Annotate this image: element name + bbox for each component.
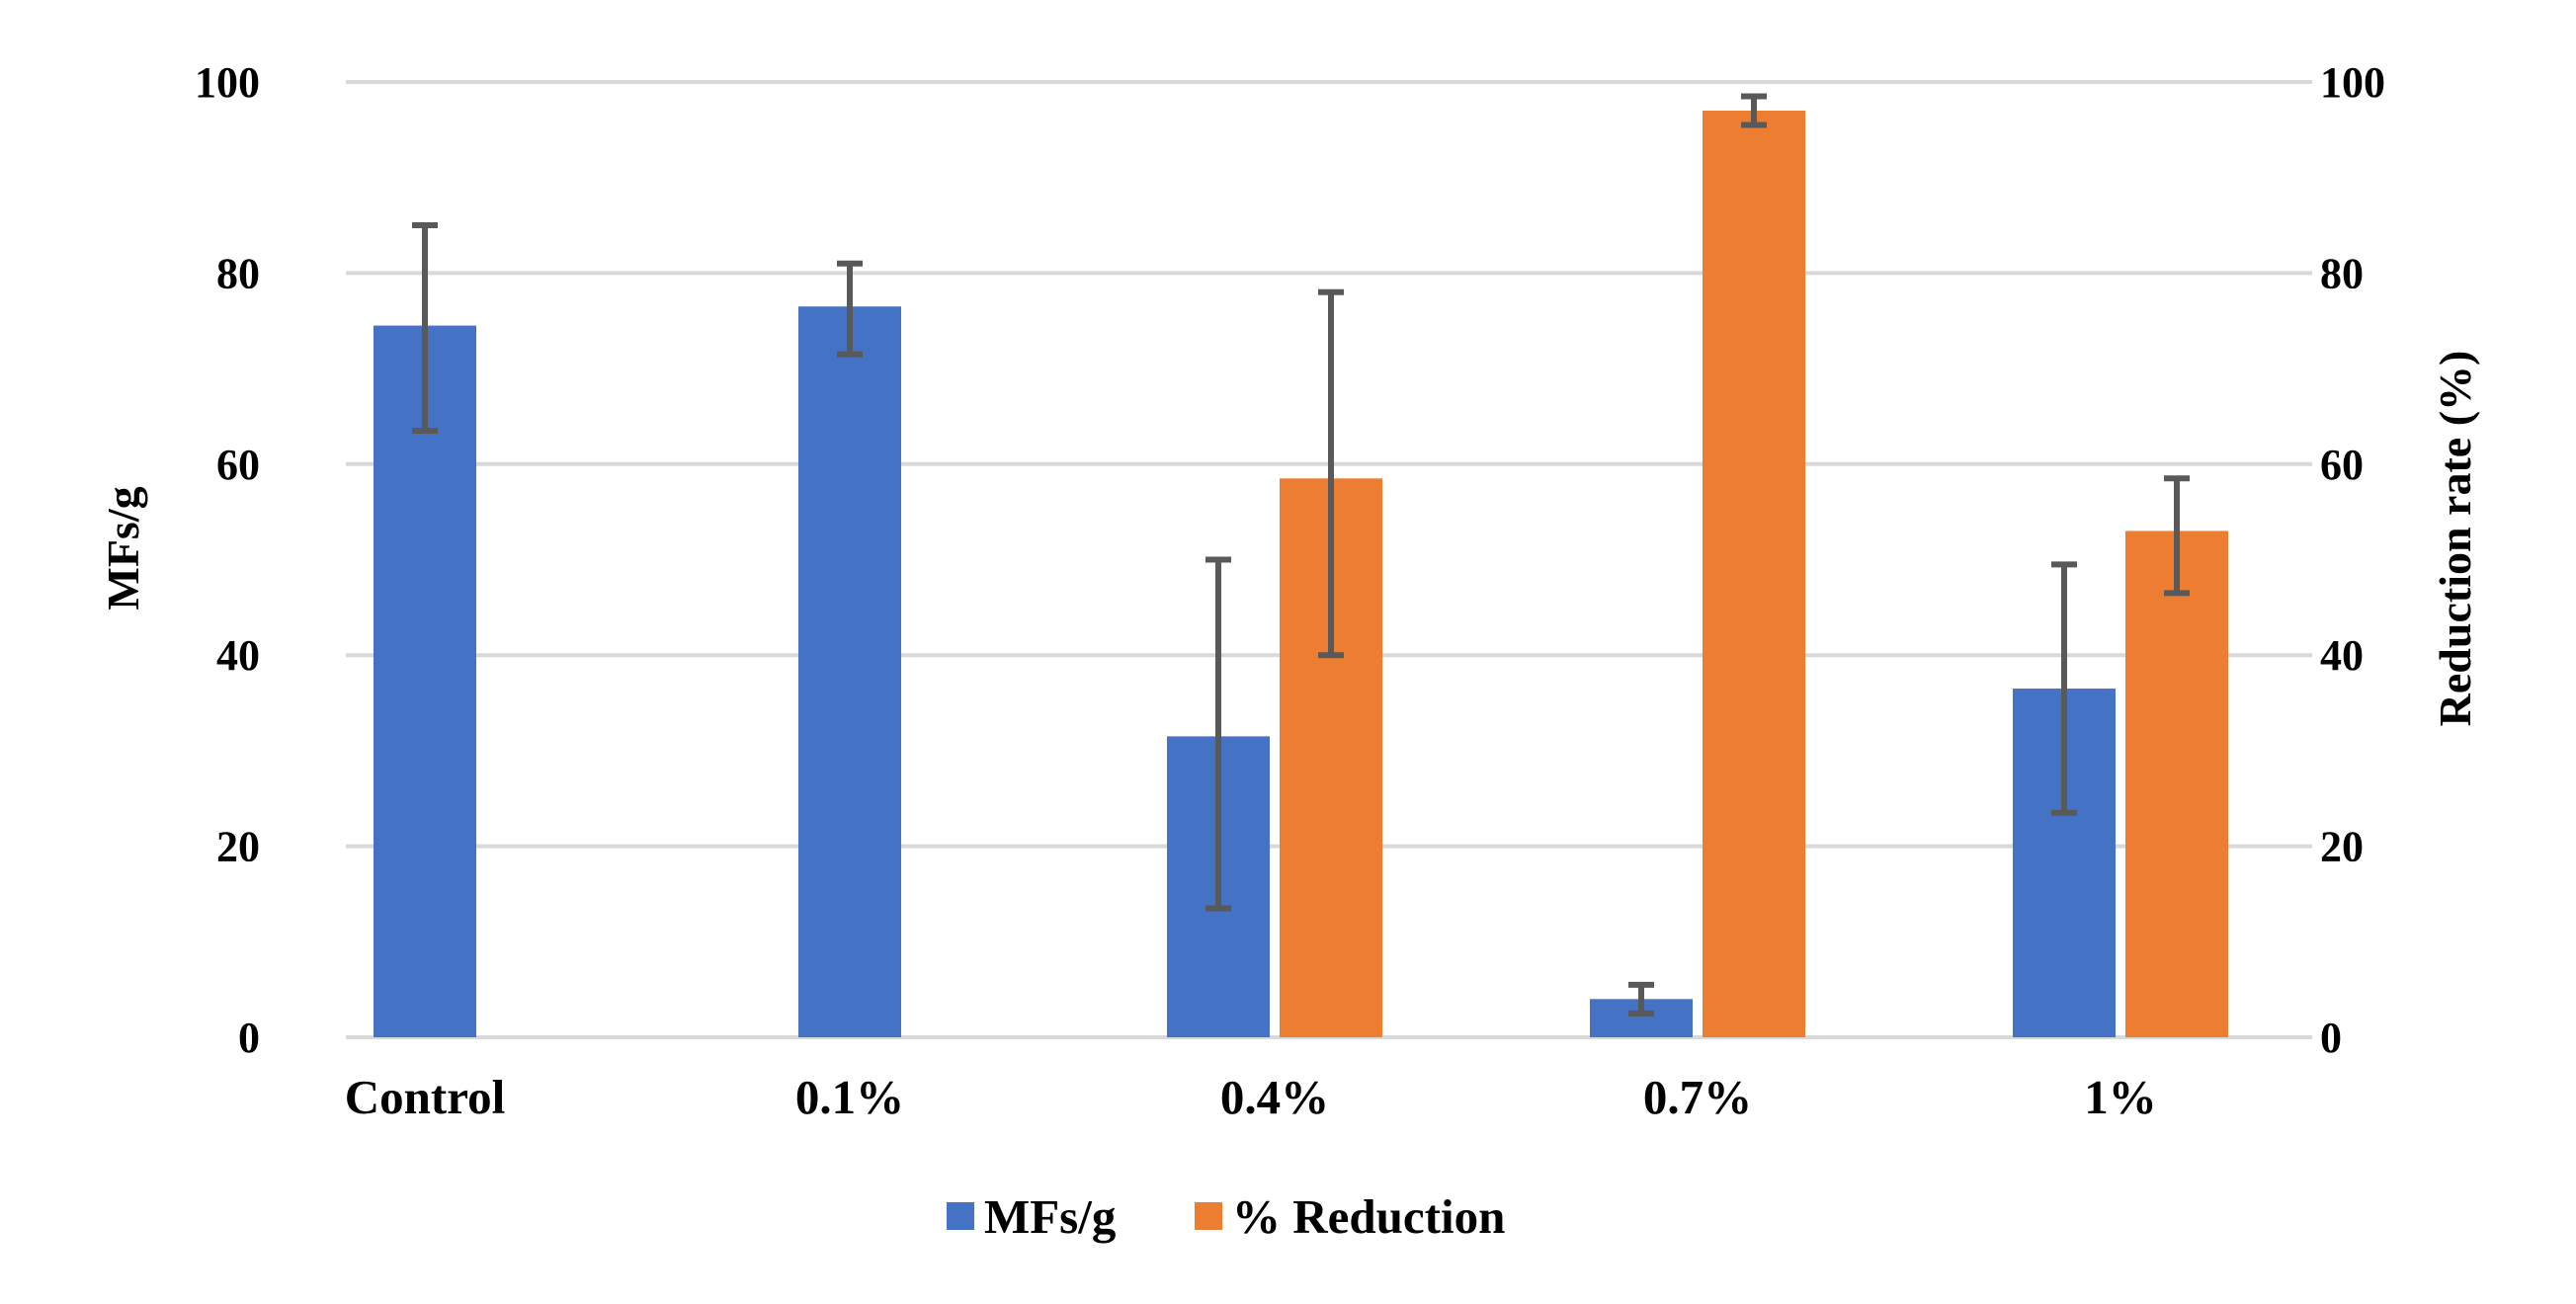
category-label: 1% xyxy=(2084,1070,2157,1124)
right-axis-title: Reduction rate (%) xyxy=(2430,351,2480,727)
bar-reduction xyxy=(2125,530,2228,1037)
category-labels: Control 0.1% 0.4% 0.7% 1% xyxy=(345,1070,2157,1124)
error-bar-mfs xyxy=(1628,981,1654,1017)
right-tick-label: 80 xyxy=(2320,249,2364,297)
left-tick-label: 60 xyxy=(216,441,260,489)
tick-labels: 0 20 40 60 80 100 0 20 40 60 80 100 xyxy=(195,58,2385,1062)
error-bar-reduction xyxy=(1741,93,1767,128)
legend: MFs/g % Reduction xyxy=(947,1189,1505,1244)
left-tick-label: 100 xyxy=(195,58,260,107)
bars xyxy=(374,111,2228,1038)
legend-swatch-mfs xyxy=(947,1202,974,1230)
error-bar-mfs xyxy=(412,222,438,434)
right-tick-label: 100 xyxy=(2320,58,2385,107)
bar-mfs xyxy=(798,306,901,1037)
left-axis-title: MFs/g xyxy=(98,486,148,610)
category-label: 0.4% xyxy=(1220,1070,1329,1124)
category-label: 0.1% xyxy=(795,1070,904,1124)
error-bar-reduction xyxy=(1318,288,1344,659)
error-bar-mfs xyxy=(1205,556,1231,912)
left-tick-label: 20 xyxy=(216,823,260,871)
category-label: 0.7% xyxy=(1643,1070,1752,1124)
legend-swatch-reduction xyxy=(1195,1202,1222,1230)
left-tick-label: 0 xyxy=(238,1014,260,1062)
bar-reduction xyxy=(1703,111,1805,1037)
right-tick-label: 0 xyxy=(2320,1014,2342,1062)
right-tick-label: 20 xyxy=(2320,823,2364,871)
error-bar-reduction xyxy=(2164,475,2190,597)
error-bar-mfs xyxy=(837,260,863,358)
right-tick-label: 60 xyxy=(2320,441,2364,489)
right-tick-label: 40 xyxy=(2320,631,2364,680)
error-bars xyxy=(412,93,2190,1017)
error-bar-mfs xyxy=(2051,561,2077,816)
legend-label-mfs: MFs/g xyxy=(984,1189,1117,1244)
left-tick-label: 80 xyxy=(216,249,260,297)
category-label: Control xyxy=(345,1070,505,1124)
legend-label-reduction: % Reduction xyxy=(1232,1189,1505,1244)
left-tick-label: 40 xyxy=(216,631,260,680)
bar-mfs xyxy=(374,325,476,1038)
